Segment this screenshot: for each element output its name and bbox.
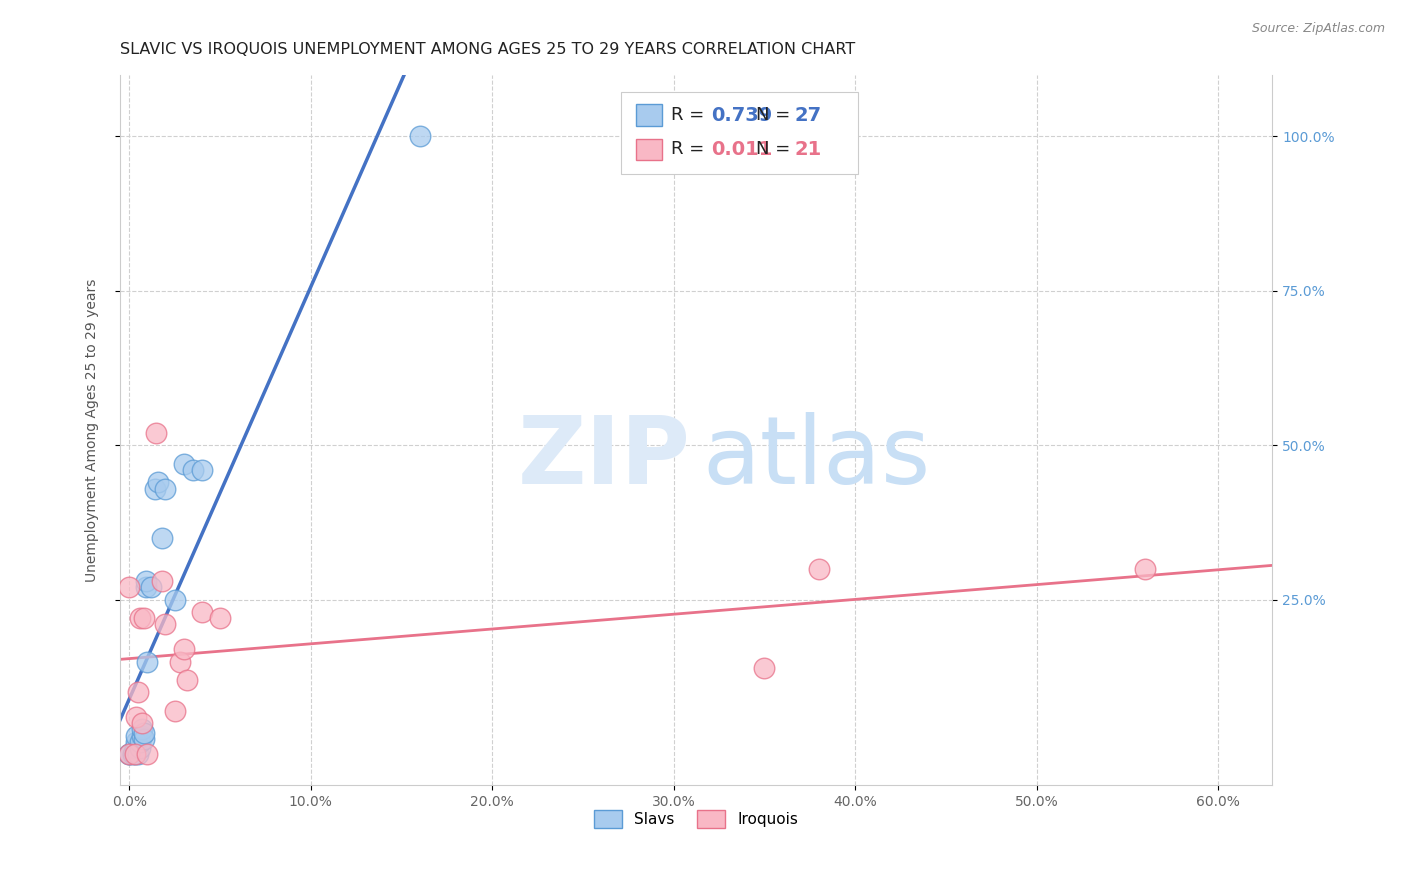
Point bbox=[136, 655, 159, 669]
Point bbox=[807, 562, 830, 576]
Point bbox=[118, 581, 141, 595]
Point bbox=[125, 729, 148, 743]
Point bbox=[124, 747, 146, 762]
Text: N =: N = bbox=[756, 140, 790, 158]
Point bbox=[118, 747, 141, 762]
Text: SLAVIC VS IROQUOIS UNEMPLOYMENT AMONG AGES 25 TO 29 YEARS CORRELATION CHART: SLAVIC VS IROQUOIS UNEMPLOYMENT AMONG AG… bbox=[120, 42, 855, 57]
Point bbox=[129, 611, 152, 625]
Point bbox=[1135, 562, 1157, 576]
Point bbox=[129, 735, 152, 749]
Point bbox=[163, 592, 186, 607]
Point bbox=[145, 425, 167, 440]
Point bbox=[173, 457, 195, 471]
Point bbox=[139, 581, 162, 595]
Point bbox=[169, 655, 191, 669]
FancyBboxPatch shape bbox=[637, 104, 662, 126]
Text: Source: ZipAtlas.com: Source: ZipAtlas.com bbox=[1251, 22, 1385, 36]
Point bbox=[191, 463, 214, 477]
Point bbox=[131, 723, 153, 737]
Point bbox=[181, 463, 204, 477]
Text: R =: R = bbox=[671, 106, 704, 124]
Point bbox=[173, 642, 195, 657]
Point bbox=[127, 747, 149, 762]
Text: R =: R = bbox=[671, 140, 704, 158]
Point bbox=[125, 735, 148, 749]
Text: 21: 21 bbox=[794, 140, 821, 159]
Point bbox=[754, 661, 776, 675]
Point bbox=[132, 731, 155, 746]
Point bbox=[121, 747, 143, 762]
Point bbox=[132, 725, 155, 739]
Point bbox=[135, 574, 157, 589]
Point bbox=[191, 605, 214, 619]
Point bbox=[408, 129, 430, 144]
FancyBboxPatch shape bbox=[637, 138, 662, 160]
Point bbox=[208, 611, 231, 625]
Text: 0.739: 0.739 bbox=[711, 105, 772, 125]
Point bbox=[131, 729, 153, 743]
Text: N =: N = bbox=[756, 106, 790, 124]
Point bbox=[155, 482, 177, 496]
Point bbox=[143, 482, 166, 496]
Text: 27: 27 bbox=[794, 105, 821, 125]
Text: atlas: atlas bbox=[702, 412, 931, 504]
Point bbox=[118, 747, 141, 762]
Point bbox=[163, 704, 186, 718]
Point bbox=[132, 611, 155, 625]
Text: ZIP: ZIP bbox=[517, 412, 690, 504]
Text: 0.011: 0.011 bbox=[711, 140, 773, 159]
Legend: Slavs, Iroquois: Slavs, Iroquois bbox=[588, 804, 804, 834]
Point bbox=[150, 574, 173, 589]
Point bbox=[124, 741, 146, 756]
Point bbox=[124, 747, 146, 762]
Point bbox=[129, 741, 152, 756]
Point bbox=[125, 710, 148, 724]
Point bbox=[135, 581, 157, 595]
Point bbox=[127, 685, 149, 699]
FancyBboxPatch shape bbox=[621, 93, 858, 174]
Point bbox=[136, 747, 159, 762]
Y-axis label: Unemployment Among Ages 25 to 29 years: Unemployment Among Ages 25 to 29 years bbox=[86, 278, 100, 582]
Point bbox=[148, 475, 170, 490]
Point bbox=[176, 673, 198, 687]
Point bbox=[155, 617, 177, 632]
Point bbox=[118, 747, 141, 762]
Point bbox=[150, 531, 173, 545]
Point bbox=[131, 716, 153, 731]
